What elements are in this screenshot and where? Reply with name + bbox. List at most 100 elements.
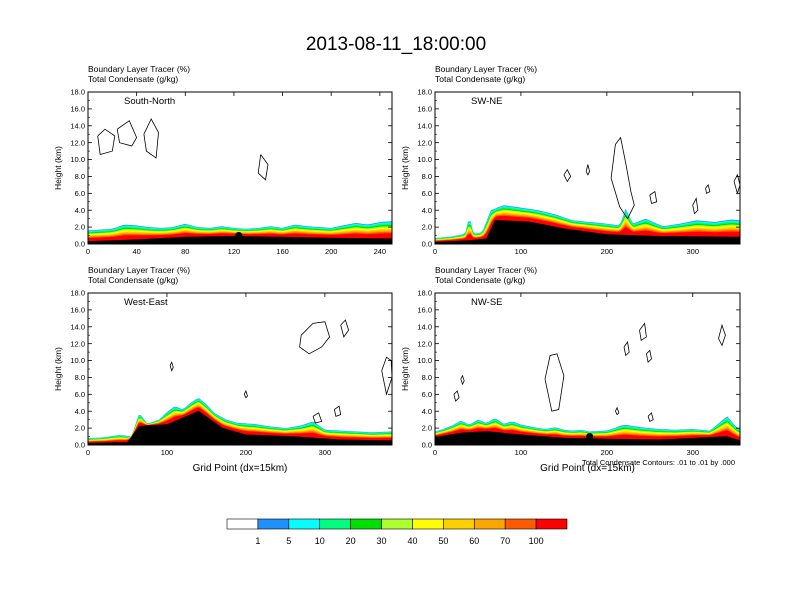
x-tick-label: 160 <box>276 247 289 256</box>
condensate-contour-1 <box>340 319 350 338</box>
plot-area <box>88 319 392 445</box>
colorbar-swatch-8 <box>473 518 506 530</box>
y-tick-label: 6.0 <box>75 189 85 198</box>
y-tick-label: 12.0 <box>417 339 432 348</box>
location-marker <box>235 231 243 240</box>
plot-frame <box>87 91 393 245</box>
x-axis-label: Grid Point (dx=15km) <box>193 463 288 474</box>
y-tick-label: 8.0 <box>75 172 85 181</box>
panel-title-tracer: Boundary Layer Tracer (%) <box>88 64 190 74</box>
y-tick-label: 4.0 <box>422 206 432 215</box>
condensate-contour-2 <box>143 118 159 159</box>
condensate-contour-2 <box>381 356 392 396</box>
colorbar-label: 10 <box>315 536 325 546</box>
condensate-contour-1 <box>610 136 635 220</box>
y-tick-label: 10.0 <box>417 356 432 365</box>
colorbar-label: 50 <box>438 536 448 546</box>
x-tick-label: 100 <box>515 448 528 457</box>
colorbar-label: 100 <box>529 536 544 546</box>
panel-title-condensate: Total Condensate (g/kg) <box>88 74 178 84</box>
x-tick-label: 300 <box>319 448 332 457</box>
panel-south-north: 0.0 2.0 4.0 6.0 8.0 10.0 12.0 14.0 16.0 18.0 0 40 80… <box>53 64 393 256</box>
y-tick-label: 10.0 <box>70 356 85 365</box>
x-axis-label: Grid Point (dx=15km) <box>540 463 635 474</box>
y-tick-label: 18.0 <box>70 88 85 97</box>
condensate-contour-7 <box>647 412 654 422</box>
y-tick-label: 10.0 <box>70 155 85 164</box>
colorbar-label: 30 <box>377 536 387 546</box>
panel-sw-ne: 0.0 2.0 4.0 6.0 8.0 10.0 12.0 14.0 16.0 18.0 0 100 2… <box>400 64 741 256</box>
condensate-contour-0 <box>544 353 565 412</box>
condensate-contour-5 <box>646 349 652 363</box>
colorbar-swatch-7 <box>443 518 475 530</box>
y-tick-label: 2.0 <box>422 424 432 433</box>
colorbar-label: 20 <box>346 536 356 546</box>
x-tick-label: 0 <box>433 247 437 256</box>
y-tick-label: 4.0 <box>422 407 432 416</box>
figure-title: 2013-08-11_18:00:00 <box>306 34 486 55</box>
y-tick-label: 8.0 <box>422 172 432 181</box>
y-tick-label: 16.0 <box>70 104 85 113</box>
condensate-contour-1 <box>453 390 460 402</box>
y-axis-label: Height (km) <box>53 347 63 391</box>
y-tick-label: 0.0 <box>422 240 432 249</box>
panel-label: SW-NE <box>471 96 503 107</box>
panel-title-tracer: Boundary Layer Tracer (%) <box>88 265 190 275</box>
condensate-contour-5 <box>733 173 740 195</box>
location-marker <box>586 432 594 441</box>
y-tick-label: 14.0 <box>417 121 432 130</box>
condensate-contour-1 <box>116 120 138 147</box>
y-tick-label: 8.0 <box>422 373 432 382</box>
x-tick-label: 40 <box>132 247 140 256</box>
y-tick-label: 4.0 <box>75 407 85 416</box>
panel-title-tracer: Boundary Layer Tracer (%) <box>435 265 537 275</box>
condensate-contour-3 <box>692 197 699 215</box>
x-tick-label: 100 <box>161 448 174 457</box>
panel-title-condensate: Total Condensate (g/kg) <box>435 275 525 285</box>
colorbar-swatch-1 <box>257 518 290 530</box>
colorbar-swatch-4 <box>350 518 382 530</box>
colorbar-swatch-2 <box>288 518 321 530</box>
colorbar-label: 5 <box>286 536 291 546</box>
condensate-contour-6 <box>718 323 726 347</box>
panel-label: South-North <box>124 96 175 107</box>
y-tick-label: 8.0 <box>75 373 85 382</box>
y-tick-label: 6.0 <box>75 390 85 399</box>
y-tick-label: 2.0 <box>422 223 432 232</box>
condensate-contour-6 <box>169 361 174 372</box>
panel-title-condensate: Total Condensate (g/kg) <box>435 74 525 84</box>
y-tick-label: 0.0 <box>75 441 85 450</box>
x-tick-label: 0 <box>433 448 437 457</box>
y-tick-label: 12.0 <box>70 138 85 147</box>
panel-nw-se: 0.0 2.0 4.0 6.0 8.0 10.0 12.0 14.0 16.0 18.0 0 100 2… <box>400 265 741 474</box>
condensate-contour-2 <box>649 190 658 205</box>
location-marker <box>236 432 244 441</box>
condensate-contour-4 <box>623 340 630 357</box>
location-marker <box>584 231 592 240</box>
y-tick-label: 4.0 <box>75 206 85 215</box>
colorbar-label: 60 <box>469 536 479 546</box>
colorbar-label: 40 <box>407 536 417 546</box>
x-tick-label: 0 <box>86 247 90 256</box>
condensate-contour-4 <box>334 405 342 417</box>
condensate-contour-2 <box>460 374 465 386</box>
panel-title-tracer: Boundary Layer Tracer (%) <box>435 64 537 74</box>
colorbar: 1 5 10 20 30 40 50 60 70 100 <box>226 518 568 546</box>
x-tick-label: 300 <box>686 448 699 457</box>
terrain <box>88 410 392 445</box>
condensate-contour-3 <box>312 412 323 424</box>
x-tick-label: 120 <box>228 247 241 256</box>
x-tick-label: 200 <box>240 448 253 457</box>
plot-area <box>88 118 392 244</box>
colorbar-swatch-3 <box>319 518 351 530</box>
condensate-contour-4 <box>705 184 711 194</box>
colorbar-swatch-9 <box>504 518 537 530</box>
condensate-contour-5 <box>243 389 248 399</box>
colorbar-label: 70 <box>500 536 510 546</box>
x-tick-label: 0 <box>86 448 90 457</box>
y-tick-label: 18.0 <box>70 289 85 298</box>
plot-area <box>435 322 740 445</box>
colorbar-label: 1 <box>255 536 260 546</box>
panel-title-condensate: Total Condensate (g/kg) <box>88 275 178 285</box>
